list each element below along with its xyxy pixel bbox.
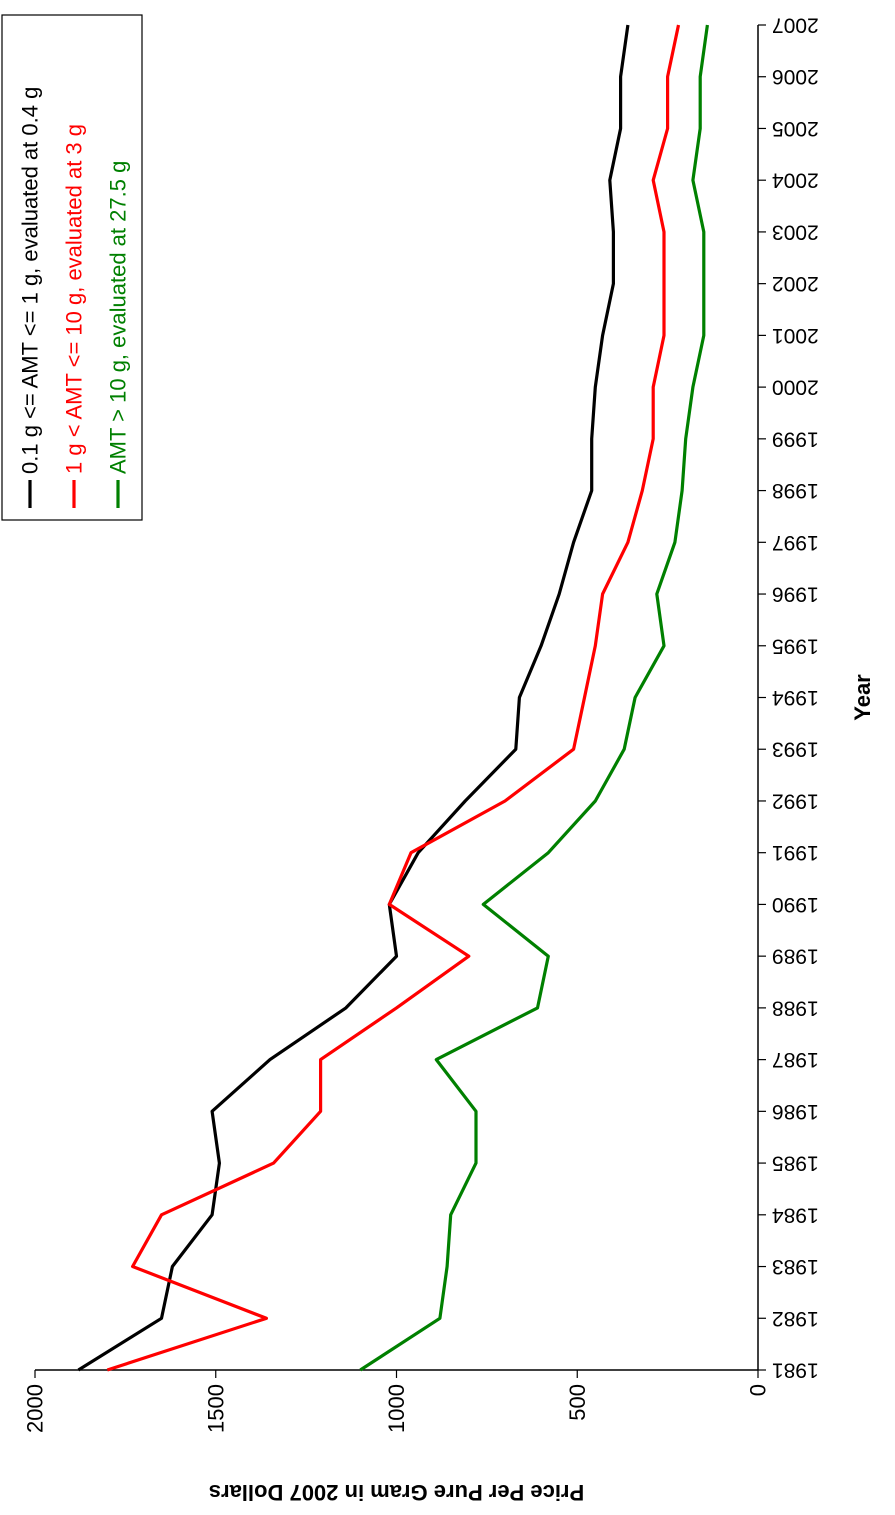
- series-line-2: [106, 24, 681, 1372]
- legend-label-3: AMT > 10 g, evaluated at 27.5 g: [106, 161, 131, 474]
- x-tick-label: 1985: [772, 1152, 819, 1175]
- y-tick-label: 2000: [23, 1384, 48, 1433]
- x-tick-label: 1993: [772, 738, 819, 761]
- x-tick-label: 1999: [772, 427, 819, 450]
- y-tick-label: 500: [565, 1384, 590, 1421]
- series-line-3: [359, 24, 709, 1372]
- x-tick-label: 1981: [772, 1359, 819, 1382]
- x-tick-label: 1986: [772, 1100, 819, 1123]
- y-axis-title: Price Per Pure Gram in 2007 Dollars: [209, 1480, 584, 1505]
- x-tick-label: 2000: [772, 376, 819, 399]
- x-tick-label: 1988: [772, 996, 819, 1019]
- x-tick-label: 2003: [772, 220, 819, 243]
- legend-label-2: 1 g < AMT <= 10 g, evaluated at 3 g: [62, 124, 87, 474]
- y-tick-label: 1000: [384, 1384, 409, 1433]
- x-tick-label: 2005: [772, 117, 819, 140]
- x-tick-label: 2004: [772, 169, 819, 192]
- legend-box: [1, 14, 143, 521]
- x-tick-label: 1990: [772, 893, 819, 916]
- x-tick-label: 2006: [772, 65, 819, 88]
- legend: 0.1 g <= AMT <= 1 g, evaluated at 0.4 g 1…: [1, 14, 143, 521]
- x-tick-label: 1998: [772, 479, 819, 502]
- x-tick-label: 1996: [772, 583, 819, 606]
- x-tick-label: 1992: [772, 789, 819, 812]
- x-axis-title: Year: [850, 674, 875, 721]
- y-tick-label: 1500: [203, 1384, 228, 1433]
- x-tick-label: 2001: [772, 324, 819, 347]
- series-line-1: [77, 24, 630, 1372]
- series-lines: [77, 24, 709, 1372]
- x-tick-label: 1982: [772, 1307, 819, 1330]
- x-tick-label: 1983: [772, 1255, 819, 1278]
- x-tick-label: 1994: [772, 686, 819, 709]
- x-tick-label: 1989: [772, 945, 819, 968]
- x-tick-label: 2002: [772, 272, 819, 295]
- y-axis: 0 500 1000 1500 2000: [23, 1369, 771, 1433]
- legend-label-1: 0.1 g <= AMT <= 1 g, evaluated at 0.4 g: [18, 87, 43, 474]
- y-tick-label: 0: [746, 1384, 771, 1396]
- x-axis: 1981 1982 1983 1984 1985 1986 1987 1988 1989 1990…: [757, 14, 819, 1382]
- x-tick-label: 1987: [772, 1048, 819, 1071]
- x-tick-label: 1995: [772, 634, 819, 657]
- x-tick-label: 2007: [772, 14, 819, 37]
- x-tick-label: 1991: [772, 841, 819, 864]
- x-tick-label: 1984: [772, 1203, 819, 1226]
- x-tick-label: 1997: [772, 531, 819, 554]
